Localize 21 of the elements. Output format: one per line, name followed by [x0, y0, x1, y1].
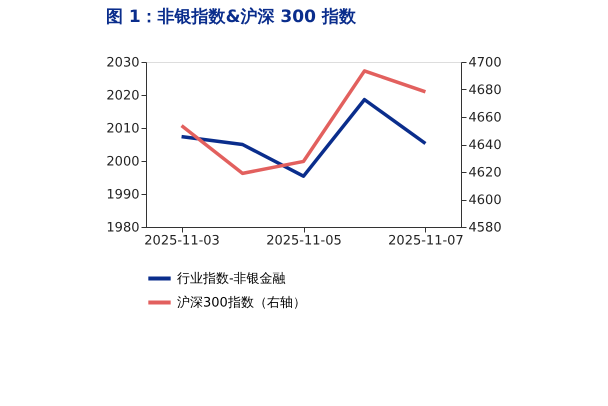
- legend-label: 行业指数-非银金融: [177, 272, 286, 286]
- line-series: [180, 98, 428, 178]
- y2-tick-label: 4640: [468, 138, 502, 153]
- y-tick-label: 2030: [106, 56, 140, 70]
- y2-tick-label: 4600: [468, 193, 502, 208]
- chart-title: 图 1：非银指数&沪深 300 指数: [106, 7, 357, 27]
- x-tick-label: 2025-11-05: [266, 234, 342, 248]
- y2-tick-label: 4580: [468, 220, 502, 236]
- x-tick-label: 2025-11-07: [388, 234, 464, 248]
- line-series: [180, 69, 428, 176]
- y-tick-label: 2010: [106, 122, 140, 136]
- x-tick-label: 2025-11-03: [144, 234, 220, 248]
- y2-tick-label: 4700: [468, 56, 502, 70]
- y-tick-label: 1990: [106, 188, 140, 202]
- y2-tick-label: 4660: [468, 110, 502, 126]
- y2-tick-label: 4680: [468, 83, 502, 98]
- y-tick-label: 1980: [106, 220, 140, 236]
- y-tick-label: 2020: [106, 88, 140, 104]
- legend-label: 沪深300指数（右轴）: [177, 294, 306, 310]
- y-tick-label: 2000: [106, 154, 140, 170]
- y2-tick-label: 4620: [468, 166, 502, 180]
